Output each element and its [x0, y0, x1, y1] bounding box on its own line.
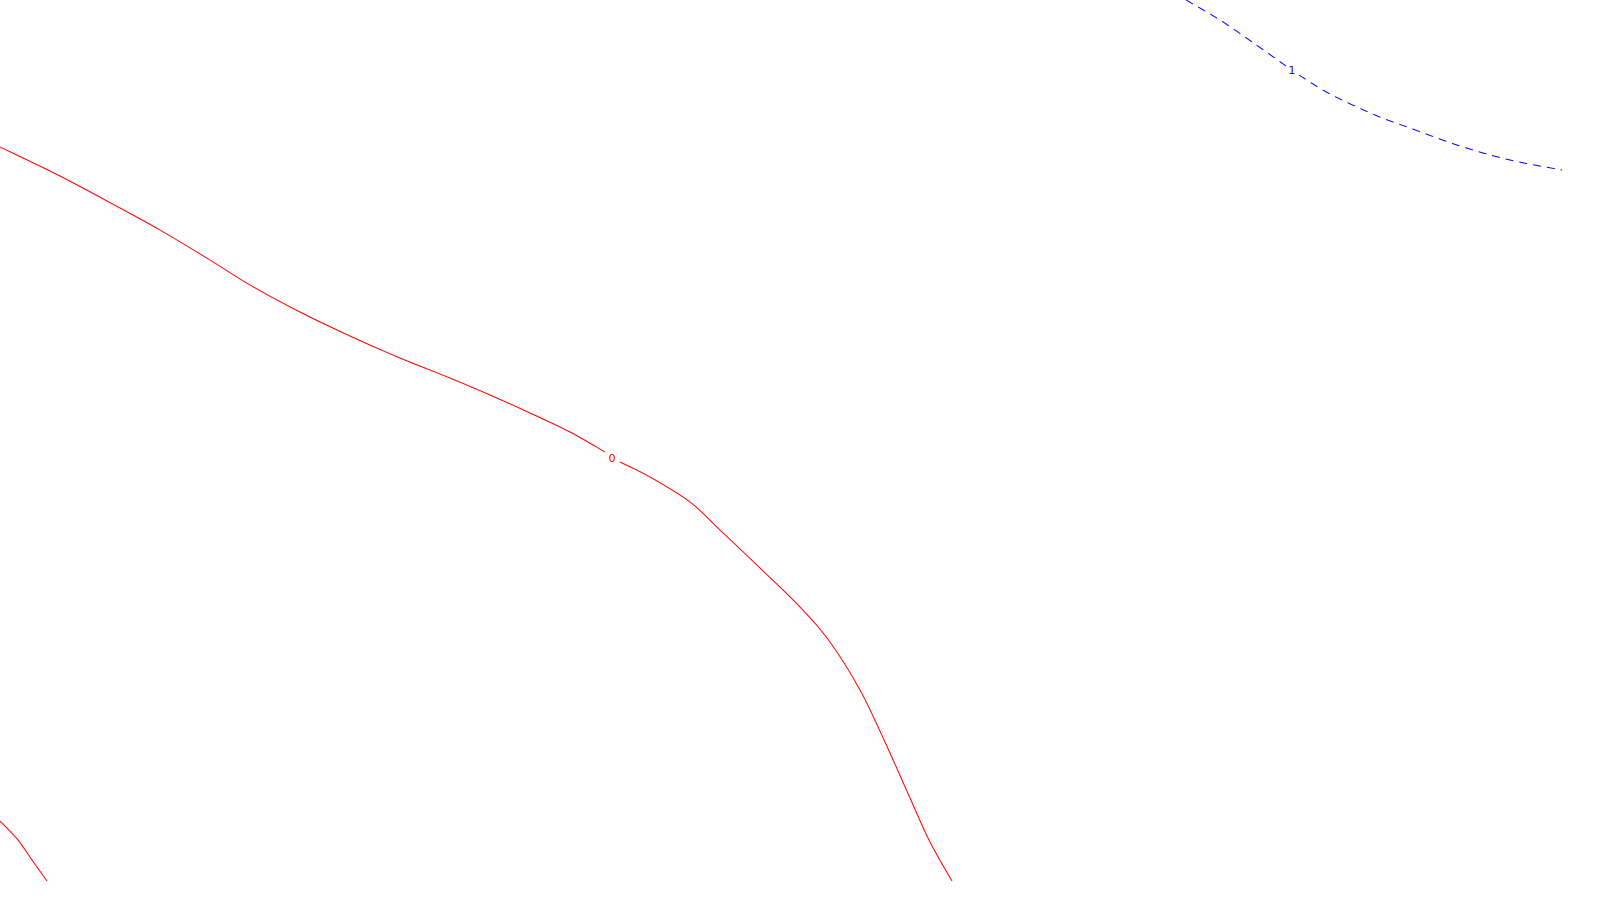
- contour-labels: 01: [609, 64, 1296, 465]
- contour-lines: [0, 0, 1563, 882]
- contour-line-level-0-segment-2: [0, 820, 48, 882]
- contour-label-level-0: 0: [609, 452, 616, 465]
- contour-label-level-1: 1: [1289, 64, 1296, 77]
- contour-line-level-0-segment-0: [0, 146, 606, 453]
- contour-line-level-1-segment-1: [1298, 74, 1563, 171]
- contour-line-level-0-segment-1: [619, 461, 953, 882]
- contour-line-level-1-segment-0: [1185, 0, 1287, 67]
